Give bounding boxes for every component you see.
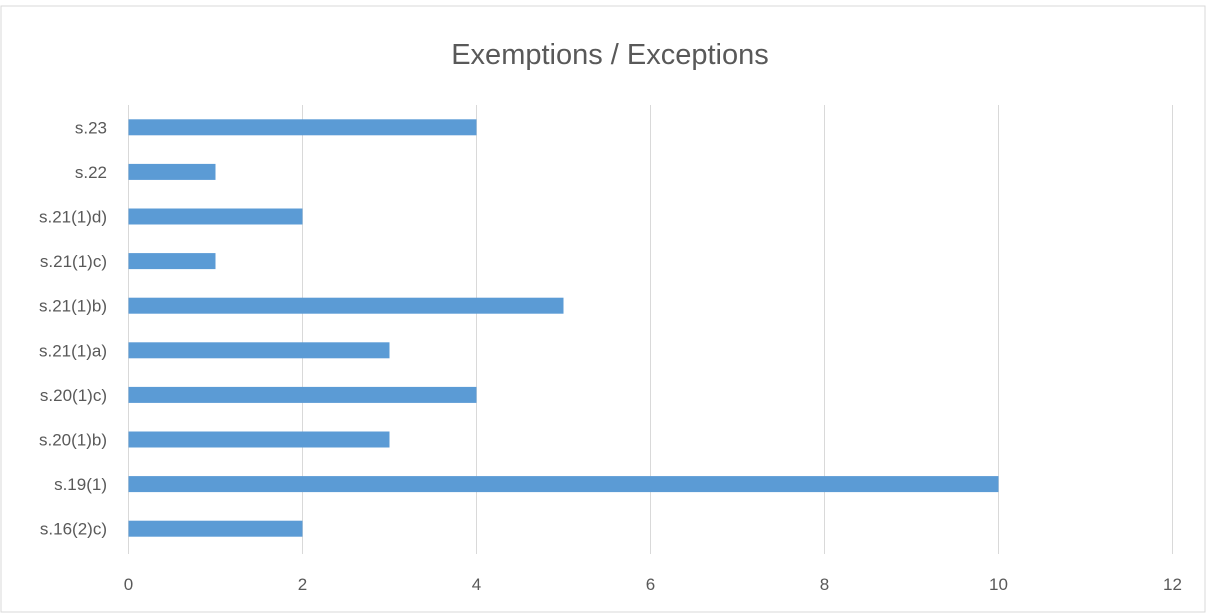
bar-s.21(1)b) [128, 297, 564, 314]
bar-s.19(1) [128, 476, 999, 493]
category-label-s.19(1): s.19(1) [54, 475, 107, 494]
bar-s.21(1)a) [128, 342, 390, 359]
bar-s.23 [128, 119, 477, 136]
x-tick-label-12: 12 [1163, 575, 1182, 594]
x-tick-labels: 0 2 4 6 8 10 12 [124, 575, 1182, 594]
bar-s.20(1)b) [128, 431, 390, 448]
x-tick-label-6: 6 [646, 575, 655, 594]
x-tick-label-10: 10 [989, 575, 1008, 594]
bar-s.21(1)c) [128, 253, 216, 270]
bar-s.21(1)d) [128, 208, 303, 225]
category-labels: s.16(2)c) s.19(1) s.20(1)b) s.20(1)c) s.21(1… [39, 118, 107, 538]
category-label-s.20(1)b): s.20(1)b) [39, 431, 107, 450]
category-label-s.21(1)c): s.21(1)c) [40, 252, 107, 271]
category-label-s.21(1)d): s.21(1)d) [39, 208, 107, 227]
category-label-s.20(1)c): s.20(1)c) [40, 386, 107, 405]
category-label-s.22: s.22 [75, 163, 107, 182]
chart-title: Exemptions / Exceptions [451, 39, 769, 71]
category-label-s.23: s.23 [75, 118, 107, 137]
x-tick-label-2: 2 [298, 575, 307, 594]
category-label-s.21(1)b): s.21(1)b) [39, 297, 107, 316]
bars [128, 119, 999, 537]
category-label-s.16(2)c): s.16(2)c) [40, 520, 107, 539]
bar-s.20(1)c) [128, 386, 477, 403]
x-tick-label-4: 4 [472, 575, 481, 594]
bar-s.16(2)c) [128, 520, 303, 537]
category-label-s.21(1)a): s.21(1)a) [39, 341, 107, 360]
x-tick-label-0: 0 [124, 575, 133, 594]
bar-s.22 [128, 163, 216, 180]
x-tick-label-8: 8 [820, 575, 829, 594]
